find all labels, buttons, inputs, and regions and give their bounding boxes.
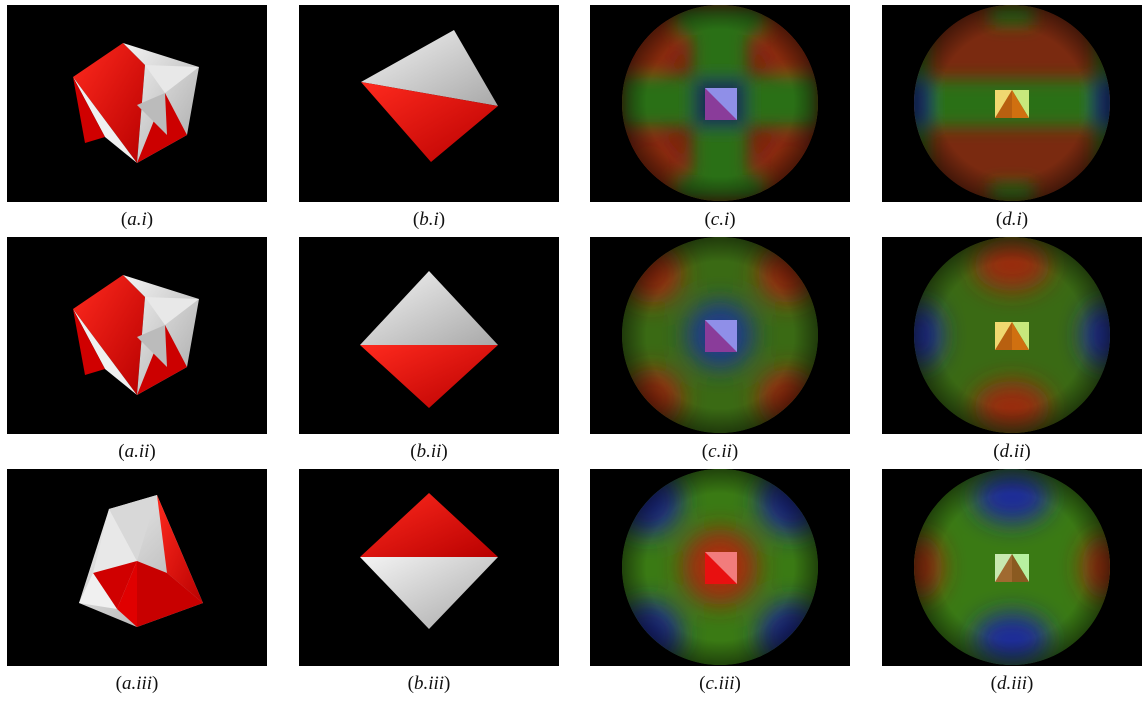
panel-b-iii — [299, 469, 559, 666]
sphere-field-map — [914, 5, 1110, 201]
panel-c-ii — [590, 237, 850, 434]
caption-c-i: (c.i) — [704, 209, 736, 230]
caption-c-iii: (c.iii) — [699, 673, 741, 694]
caption-c-ii: (c.ii) — [701, 441, 739, 462]
panel-c-i — [590, 5, 850, 202]
panel-d-i — [882, 5, 1142, 202]
caption-b-ii: (b.ii) — [410, 441, 448, 462]
panel-a-ii — [7, 237, 267, 434]
cube-render — [79, 495, 203, 627]
caption-b-iii: (b.iii) — [407, 673, 451, 694]
octahedron-render — [360, 271, 498, 408]
caption-a-ii: (a.ii) — [118, 441, 156, 462]
sphere-field-map — [622, 5, 818, 201]
cube-render — [73, 43, 199, 163]
caption-a-iii: (a.iii) — [115, 673, 159, 694]
panel-c-iii — [590, 469, 850, 666]
panel-d-ii — [882, 237, 1142, 434]
caption-d-iii: (d.iii) — [990, 673, 1034, 694]
sphere-field-map — [622, 469, 818, 665]
caption-d-ii: (d.ii) — [993, 441, 1031, 462]
panel-a-iii — [7, 469, 267, 666]
cube-render — [73, 275, 199, 395]
sphere-field-map — [914, 237, 1110, 433]
caption-a-i: (a.i) — [120, 209, 154, 230]
caption-d-i: (d.i) — [995, 209, 1029, 230]
sphere-field-map — [914, 469, 1110, 665]
caption-b-i: (b.i) — [412, 209, 446, 230]
panel-b-ii — [299, 237, 559, 434]
octahedron-render — [360, 493, 498, 629]
panel-b-i — [299, 5, 559, 202]
panel-d-iii — [882, 469, 1142, 666]
sphere-field-map — [622, 237, 818, 433]
panel-a-i — [7, 5, 267, 202]
octahedron-render — [361, 30, 498, 162]
